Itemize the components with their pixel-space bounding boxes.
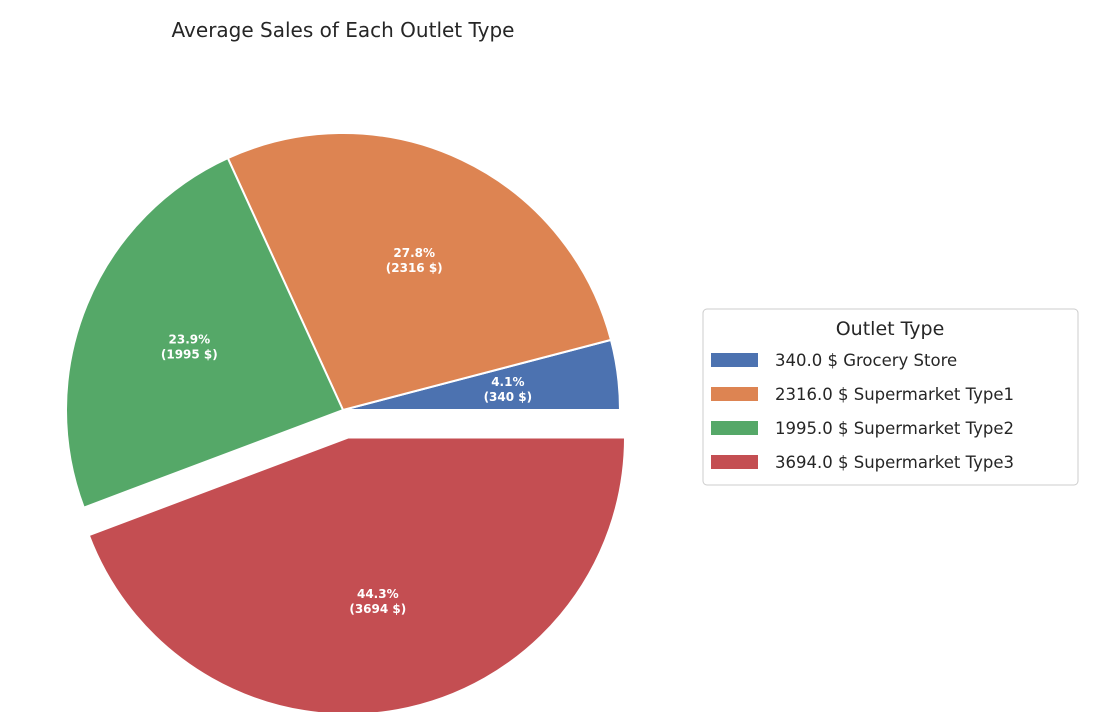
legend: Outlet Type 340.0 $ Grocery Store 2316.0 … bbox=[702, 308, 1079, 486]
legend-label: 340.0 $ Grocery Store bbox=[775, 351, 957, 370]
legend-title: Outlet Type bbox=[836, 318, 945, 340]
pie-slices bbox=[65, 132, 627, 712]
legend-item: 1995.0 $ Supermarket Type2 bbox=[711, 419, 1014, 438]
legend-swatch bbox=[711, 455, 758, 469]
legend-item: 2316.0 $ Supermarket Type1 bbox=[711, 385, 1014, 404]
legend-label: 3694.0 $ Supermarket Type3 bbox=[775, 453, 1014, 472]
pie-slice-supermarket-type2 bbox=[65, 157, 344, 509]
legend-swatch bbox=[711, 353, 758, 367]
pie-slice-supermarket-type3 bbox=[87, 436, 627, 712]
legend-entries: 340.0 $ Grocery Store 2316.0 $ Supermarke… bbox=[711, 351, 1014, 472]
legend-swatch bbox=[711, 421, 758, 435]
legend-label: 2316.0 $ Supermarket Type1 bbox=[775, 385, 1014, 404]
slice-label-supermarket-type2: 23.9% (1995 $) bbox=[161, 333, 218, 362]
slice-label-supermarket-type3: 44.3% (3694 $) bbox=[349, 587, 406, 616]
legend-swatch bbox=[711, 387, 758, 401]
chart-title: Average Sales of Each Outlet Type bbox=[172, 18, 515, 42]
legend-item: 3694.0 $ Supermarket Type3 bbox=[711, 453, 1014, 472]
pie-slice-supermarket-type1 bbox=[226, 132, 612, 411]
legend-item: 340.0 $ Grocery Store bbox=[711, 351, 957, 370]
legend-label: 1995.0 $ Supermarket Type2 bbox=[775, 419, 1014, 438]
legend-frame bbox=[702, 308, 1079, 486]
slice-label-grocery-store: 4.1% (340 $) bbox=[484, 375, 533, 404]
pie-slice-labels: 4.1% (340 $) 27.8% (2316 $) 23.9% (1995 $) 44.… bbox=[161, 246, 532, 616]
slice-label-supermarket-type1: 27.8% (2316 $) bbox=[386, 246, 443, 275]
